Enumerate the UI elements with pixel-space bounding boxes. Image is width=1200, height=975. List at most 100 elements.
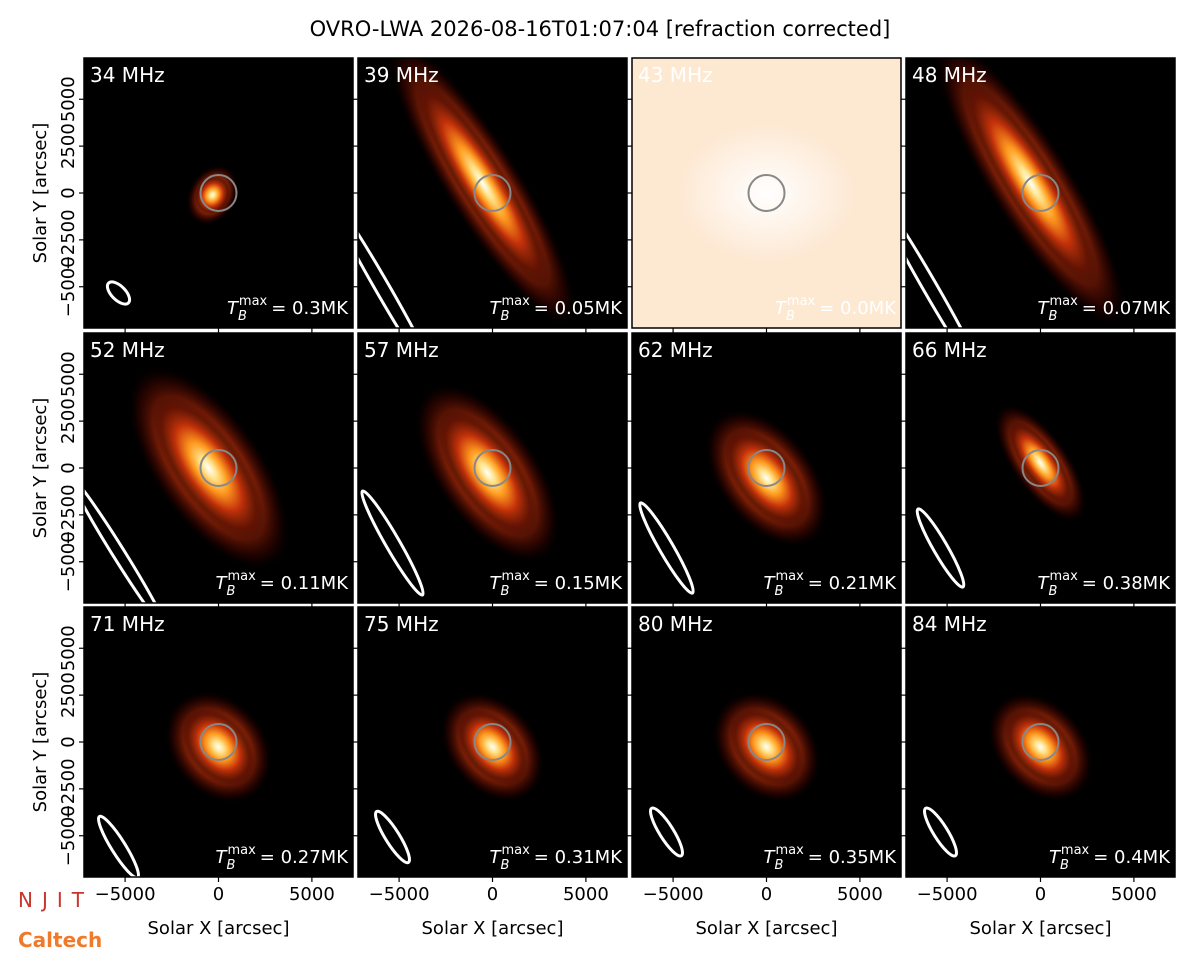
logo-caltech: Caltech	[18, 928, 102, 952]
x-tick-label: −5000	[917, 884, 978, 905]
solar-disk	[199, 174, 238, 212]
tmax-symbol: T	[764, 847, 777, 868]
tmax-sup: max	[227, 569, 256, 584]
x-tick-label: 5000	[837, 884, 883, 905]
x-tick-label: 0	[213, 884, 224, 905]
emission-core	[724, 430, 809, 526]
x-tick-label: −5000	[643, 884, 704, 905]
tmax-value: = 0.3MK	[271, 298, 349, 319]
tmax-sup: max	[501, 294, 530, 309]
tmax-value: = 0.07MK	[1082, 298, 1171, 319]
frequency-label: 66 MHz	[912, 338, 987, 362]
beam	[638, 501, 695, 595]
tmax-label: TBmax = 0.3MK	[227, 294, 349, 324]
emission-core	[729, 709, 804, 785]
tmax-label: TBmax = 0.05MK	[490, 294, 624, 324]
tmax-sub: B	[1060, 858, 1069, 873]
y-tick-label: 0	[58, 187, 79, 198]
frequency-label: 84 MHz	[912, 612, 987, 636]
tmax-sub: B	[238, 309, 247, 324]
tmax-sub: B	[775, 584, 784, 599]
tmax-sub: B	[227, 584, 236, 599]
x-axis-label: Solar X [arcsec]	[422, 918, 564, 939]
tmax-symbol: T	[1038, 573, 1051, 594]
solar-disk	[199, 723, 238, 761]
beam	[84, 475, 168, 603]
panel: 80 MHz TBmax = 0.35MK	[632, 607, 901, 877]
x-tick-label: −5000	[369, 884, 430, 905]
emission	[414, 382, 561, 564]
panel: 62 MHz TBmax = 0.21MK	[632, 333, 901, 603]
y-tick-label: −2500	[58, 758, 79, 819]
tmax-sup: max	[1049, 569, 1078, 584]
x-tick-label: 5000	[563, 884, 609, 905]
emission-core	[437, 410, 538, 536]
y-tick-label: −2500	[58, 484, 79, 545]
tmax-value: = 0.4MK	[1093, 847, 1171, 868]
tmax-label: TBmax = 0.07MK	[1038, 294, 1172, 324]
x-axis-label: Solar X [arcsec]	[970, 918, 1112, 939]
beam	[358, 191, 440, 328]
tmax-sub: B	[501, 858, 510, 873]
emission	[164, 690, 273, 804]
tmax-value: = 0.38MK	[1082, 573, 1171, 594]
panel: 52 MHz TBmax = 0.11MK	[84, 333, 353, 603]
tmax-sub: B	[227, 858, 236, 873]
tmax-symbol: T	[227, 298, 240, 319]
x-tick-label: −5000	[95, 884, 156, 905]
x-axis-label: Solar X [arcsec]	[696, 918, 838, 939]
frequency-label: 57 MHz	[364, 338, 439, 362]
tmax-label: TBmax = 0.21MK	[764, 569, 898, 599]
emission	[439, 691, 546, 803]
figure-title: OVRO-LWA 2026-08-16T01:07:04 [refraction…	[310, 17, 891, 41]
panel: 39 MHz TBmax = 0.05MK	[358, 58, 627, 328]
y-axis-label: Solar Y [arcsec]	[30, 398, 51, 539]
y-tick-label: 0	[58, 736, 79, 747]
tmax-sup: max	[1061, 843, 1090, 858]
tmax-value: = 0.21MK	[808, 573, 897, 594]
tmax-sub: B	[775, 858, 784, 873]
tmax-label: TBmax = 0.4MK	[1049, 843, 1171, 873]
tmax-sub: B	[1049, 309, 1058, 324]
emission	[711, 690, 822, 804]
y-tick-label: −5000	[58, 805, 79, 866]
solar-disk	[473, 174, 512, 212]
solar-disk	[1021, 174, 1060, 212]
frequency-label: 39 MHz	[364, 63, 439, 87]
beam	[360, 489, 425, 597]
frequency-label: 48 MHz	[912, 63, 987, 87]
emission	[987, 692, 1094, 802]
y-tick-label: −5000	[58, 256, 79, 317]
emission	[933, 58, 1128, 328]
tmax-value: = 0.0MK	[819, 298, 897, 319]
tmax-sub: B	[1049, 584, 1058, 599]
frequency-label: 62 MHz	[638, 338, 713, 362]
tmax-symbol: T	[490, 573, 503, 594]
y-tick-label: 2500	[58, 398, 79, 444]
solar-disk	[473, 723, 512, 761]
tmax-label: TBmax = 0.35MK	[764, 843, 898, 873]
solar-disk	[1021, 449, 1060, 487]
logo-njit: NJIT	[18, 888, 93, 912]
tmax-label: TBmax = 0.27MK	[216, 843, 350, 873]
tmax-symbol: T	[1049, 847, 1062, 868]
y-tick-label: −2500	[58, 209, 79, 270]
y-axis-label: Solar Y [arcsec]	[30, 123, 51, 264]
y-axis-label: Solar Y [arcsec]	[30, 672, 51, 813]
tmax-sup: max	[501, 569, 530, 584]
panel: 57 MHz TBmax = 0.15MK	[358, 333, 627, 603]
solar-disk	[199, 449, 238, 487]
tmax-sup: max	[775, 843, 804, 858]
tmax-symbol: T	[490, 847, 503, 868]
tmax-value: = 0.15MK	[534, 573, 623, 594]
frequency-label: 52 MHz	[90, 338, 165, 362]
tmax-sup: max	[501, 843, 530, 858]
beam	[97, 814, 140, 877]
x-tick-label: 0	[1035, 884, 1046, 905]
emission	[993, 403, 1088, 523]
tmax-sup: max	[239, 294, 268, 309]
emission	[386, 58, 579, 328]
tmax-sub: B	[501, 309, 510, 324]
panel: 43 MHz TBmax = 0.0MK	[632, 58, 901, 328]
